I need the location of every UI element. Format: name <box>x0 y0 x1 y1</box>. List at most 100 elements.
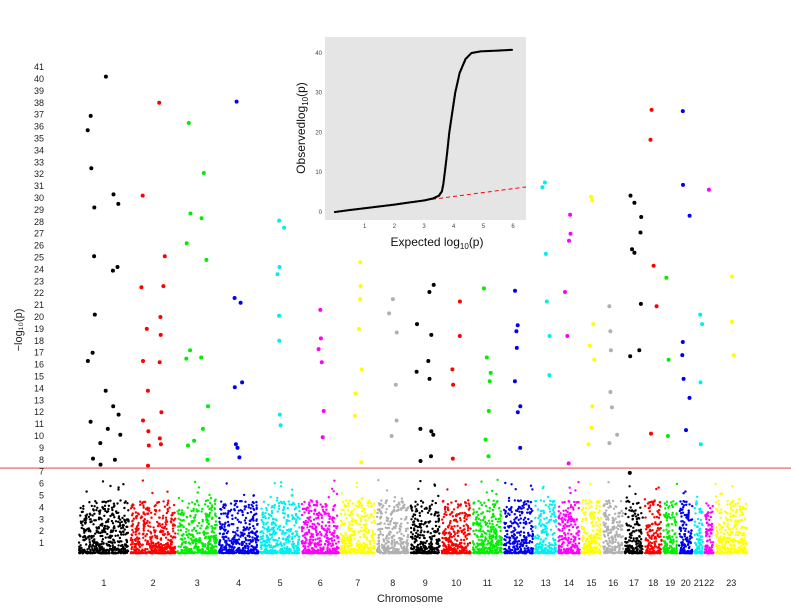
snp-point-chr-10 <box>457 512 461 516</box>
snp-point-chr-14 <box>560 535 563 538</box>
snp-point-chr-9 <box>431 527 434 530</box>
snp-point-chr-3 <box>198 537 201 540</box>
snp-point-chr-10 <box>463 520 466 523</box>
snp-point-chr-1 <box>107 507 110 511</box>
snp-point-chr-1 <box>111 508 114 512</box>
snp-point-chr-6 <box>303 533 306 537</box>
snp-point-chr-2 <box>134 511 138 514</box>
snp-point-chr-5 <box>296 541 300 544</box>
snp-point-chr-14 <box>571 519 574 522</box>
snp-point-chr-4 <box>237 538 241 541</box>
snp-point-chr-14 <box>561 541 565 544</box>
snp-point-chr-12 <box>531 488 534 491</box>
snp-point-chr-7 <box>371 536 375 540</box>
snp-point-chr-6 <box>302 526 305 530</box>
snp-point-chr-7 <box>360 514 363 518</box>
snp-point-chr-13 <box>538 542 542 545</box>
snp-point-chr-7 <box>344 499 348 502</box>
snp-point-chr-15 <box>592 534 595 538</box>
snp-point-chr-10 <box>452 530 456 533</box>
snp-point-chr-3 <box>208 507 211 511</box>
snp-point-chr-12 <box>530 520 533 523</box>
snp-point-chr-6 <box>332 520 335 524</box>
snp-point-chr-5 <box>282 525 285 529</box>
snp-point-chr-1 <box>107 540 110 544</box>
snp-point-chr-1 <box>88 538 91 541</box>
snp-point-chr-7 <box>348 514 351 517</box>
snp-point-chr-12 <box>525 544 528 548</box>
snp-point-chr-4 <box>234 516 237 520</box>
snp-point-chr-7 <box>342 523 345 526</box>
snp-point-chr-9 <box>413 540 417 543</box>
snp-point-chr-6 <box>300 502 304 506</box>
snp-point-chr-10 <box>456 524 459 528</box>
snp-point-chr-3 <box>202 551 205 555</box>
snp-point-chr-9 <box>416 518 419 521</box>
snp-point-chr-5 <box>262 500 266 503</box>
snp-point-chr-5 <box>264 517 267 520</box>
snp-point-chr-14 <box>567 507 570 510</box>
snp-point-chr-13 <box>548 503 552 506</box>
snp-point-chr-12 <box>506 533 509 536</box>
snp-point-chr-12 <box>508 536 511 539</box>
snp-point-chr-11 <box>486 509 489 513</box>
snp-point-chr-13 <box>554 525 558 528</box>
snp-point-chr-7 <box>365 527 368 530</box>
snp-point-chr-3 <box>186 546 189 549</box>
snp-point-chr-1 <box>84 529 88 532</box>
snp-point-chr-10 <box>463 511 466 515</box>
snp-point-chr-8 <box>395 549 398 552</box>
snp-point-chr-1 <box>93 538 96 541</box>
snp-point-chr-12 <box>531 530 534 533</box>
snp-point-chr-6 <box>334 547 338 550</box>
snp-point-chr-6 <box>317 549 320 553</box>
snp-point-chr-3 <box>214 545 218 548</box>
snp-point-chr-4 <box>249 507 252 510</box>
snp-point-chr-1 <box>123 543 127 546</box>
snp-point-chr-13 <box>541 487 544 490</box>
snp-point-chr-5 <box>297 548 300 551</box>
snp-point-chr-8 <box>384 500 388 503</box>
snp-point-chr-17 <box>639 542 642 546</box>
snp-point-chr-3 <box>193 546 196 550</box>
snp-point-chr-13 <box>543 528 547 531</box>
snp-point-chr-2 <box>161 548 164 552</box>
snp-point-chr-7 <box>344 532 347 535</box>
snp-point-chr-12 <box>517 540 521 543</box>
snp-point-chr-11 <box>480 550 484 553</box>
snp-point-chr-14 <box>557 546 560 549</box>
snp-point-chr-6 <box>311 522 314 526</box>
snp-point-chr-6 <box>315 533 318 536</box>
snp-point-chr-15 <box>591 552 595 555</box>
snp-point-chr-8 <box>397 551 401 554</box>
snp-point-chr-6 <box>315 531 318 534</box>
snp-point-chr-6 <box>319 549 322 552</box>
snp-point-chr-12 <box>519 549 523 553</box>
snp-point-chr-6 <box>327 542 330 545</box>
snp-point-chr-15 <box>592 524 595 527</box>
snp-point-chr-2 <box>170 518 173 521</box>
snp-point-chr-1 <box>79 514 82 517</box>
snp-point-chr-6 <box>307 511 310 515</box>
snp-point-chr-6 <box>328 548 331 551</box>
snp-point-chr-1 <box>118 521 122 524</box>
snp-point-chr-11 <box>488 548 492 551</box>
snp-point-chr-3 <box>211 544 214 547</box>
snp-point-chr-15 <box>595 501 598 504</box>
snp-point-chr-16 <box>605 527 609 531</box>
snp-point-chr-2 <box>137 527 140 530</box>
snp-point-chr-15 <box>595 533 598 536</box>
snp-point-chr-6 <box>314 503 317 507</box>
snp-point-chr-5 <box>265 506 268 510</box>
snp-point-chr-12 <box>503 538 506 541</box>
snp-point-chr-5 <box>281 529 284 533</box>
snp-point-chr-13 <box>543 517 546 520</box>
snp-point-chr-1 <box>114 529 118 532</box>
snp-point-chr-6 <box>307 503 311 506</box>
snp-point-chr-6 <box>310 509 313 513</box>
snp-point-chr-1 <box>82 507 85 510</box>
snp-point-chr-4 <box>245 542 248 545</box>
snp-point-chr-2 <box>171 527 175 530</box>
snp-point-chr-5 <box>288 550 291 553</box>
snp-point-chr-16 <box>605 509 608 512</box>
